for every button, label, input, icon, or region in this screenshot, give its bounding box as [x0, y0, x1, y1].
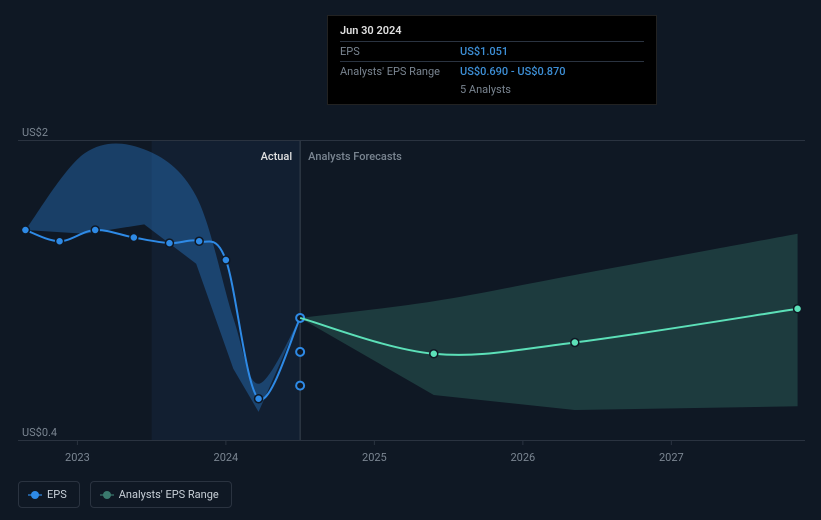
legend-item-eps[interactable]: EPS — [18, 481, 80, 508]
tooltip-row: Analysts' EPS Range US$0.690 - US$0.870 — [340, 61, 644, 81]
y-tick-label: US$2 — [22, 126, 48, 139]
x-tick-label: 2025 — [362, 451, 387, 464]
x-tick-label: 2023 — [65, 451, 90, 464]
tooltip-label: EPS — [340, 45, 460, 58]
legend-dot-icon — [103, 491, 111, 499]
tooltip-row: EPS US$1.051 — [340, 41, 644, 61]
forecast-section-label: Analysts Forecasts — [308, 150, 402, 163]
x-tick-label: 2027 — [659, 451, 684, 464]
tooltip-value: US$0.690 - US$0.870 — [460, 65, 566, 78]
y-gridline — [18, 440, 805, 441]
tooltip-value: US$1.051 — [460, 45, 508, 58]
chart-tooltip: Jun 30 2024 EPS US$1.051 Analysts' EPS R… — [327, 15, 657, 105]
x-tick-label: 2026 — [510, 451, 535, 464]
x-tick-label: 2024 — [214, 451, 239, 464]
legend-item-range[interactable]: Analysts' EPS Range — [90, 481, 232, 508]
y-gridline — [18, 140, 805, 141]
legend-dot-icon — [31, 491, 39, 499]
tooltip-date: Jun 30 2024 — [340, 24, 644, 41]
tooltip-subtext: 5 Analysts — [340, 83, 644, 96]
tooltip-label: Analysts' EPS Range — [340, 65, 460, 78]
actual-section-label: Actual — [261, 150, 293, 163]
eps-forecast-chart: US$2 US$0.4 Actual Analysts Forecasts 20… — [0, 0, 821, 520]
legend-label: Analysts' EPS Range — [119, 488, 219, 501]
legend-label: EPS — [47, 488, 67, 501]
chart-legend: EPS Analysts' EPS Range — [18, 481, 232, 508]
y-tick-label: US$0.4 — [22, 426, 57, 439]
